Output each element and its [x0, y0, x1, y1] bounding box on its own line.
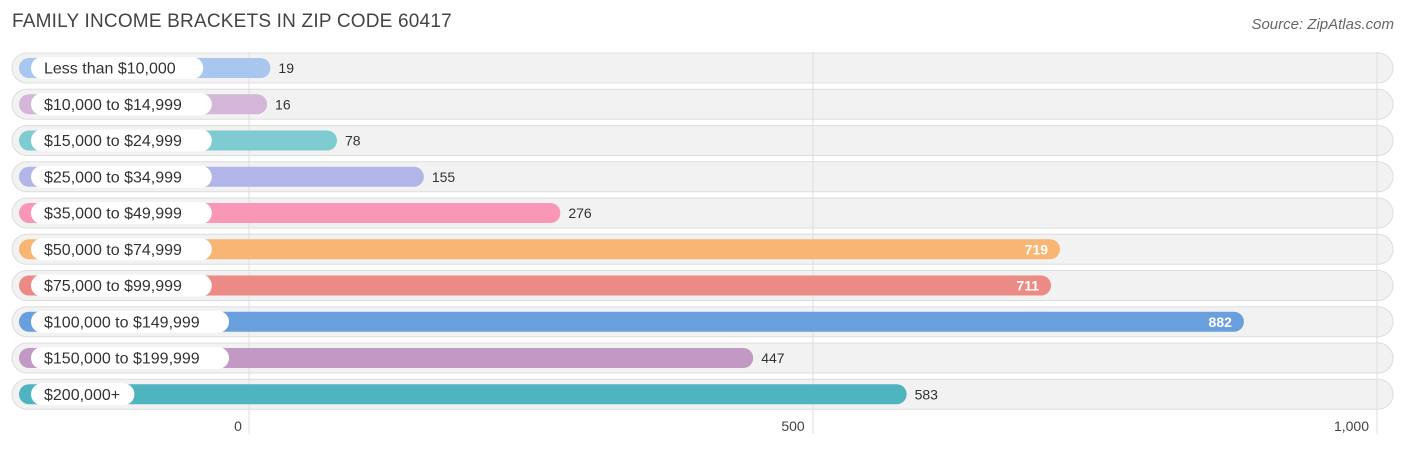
bar — [19, 384, 907, 405]
category-label-pill — [31, 202, 212, 224]
category-label-pill — [31, 383, 135, 406]
category-label-pill — [31, 93, 212, 116]
chart-title: FAMILY INCOME BRACKETS IN ZIP CODE 60417 — [12, 11, 452, 32]
category-label: $150,000 to $199,999 — [44, 351, 200, 368]
data-label: 19 — [278, 60, 294, 76]
category-label: $10,000 to $14,999 — [44, 97, 182, 114]
x-tick-label: 0 — [234, 418, 242, 434]
data-label: 276 — [568, 205, 592, 221]
category-label: Less than $10,000 — [44, 61, 176, 78]
category-label: $100,000 to $149,999 — [44, 314, 200, 331]
category-label-pill — [31, 129, 212, 152]
data-label: 882 — [1209, 314, 1233, 330]
row-background — [11, 52, 1394, 84]
category-label-pill — [31, 347, 229, 369]
category-label-pill — [31, 57, 204, 79]
data-label: 447 — [761, 350, 785, 366]
category-label: $35,000 to $49,999 — [44, 206, 182, 223]
data-label: 719 — [1025, 241, 1049, 257]
category-label-pill — [31, 310, 229, 333]
category-label-pill — [31, 238, 212, 261]
bar — [19, 239, 1061, 260]
data-label: 155 — [432, 169, 456, 185]
category-label: $15,000 to $24,999 — [44, 133, 182, 150]
category-label: $75,000 to $99,999 — [44, 278, 182, 295]
category-label: $50,000 to $74,999 — [44, 242, 182, 259]
row-background — [11, 88, 1394, 120]
x-tick-label: 500 — [781, 418, 805, 434]
data-label: 711 — [1016, 278, 1039, 294]
chart-source: Source: ZipAtlas.com — [1251, 16, 1394, 33]
bar — [19, 311, 1244, 332]
category-label-pill — [31, 274, 212, 297]
bar — [19, 275, 1052, 296]
data-label: 16 — [275, 96, 291, 112]
category-label: $25,000 to $34,999 — [44, 169, 182, 186]
category-label: $200,000+ — [44, 387, 120, 404]
category-label-pill — [31, 165, 212, 188]
data-label: 583 — [915, 386, 939, 402]
row-background — [11, 125, 1394, 156]
data-label: 78 — [345, 133, 361, 149]
x-tick-label: 1,000 — [1334, 418, 1369, 434]
